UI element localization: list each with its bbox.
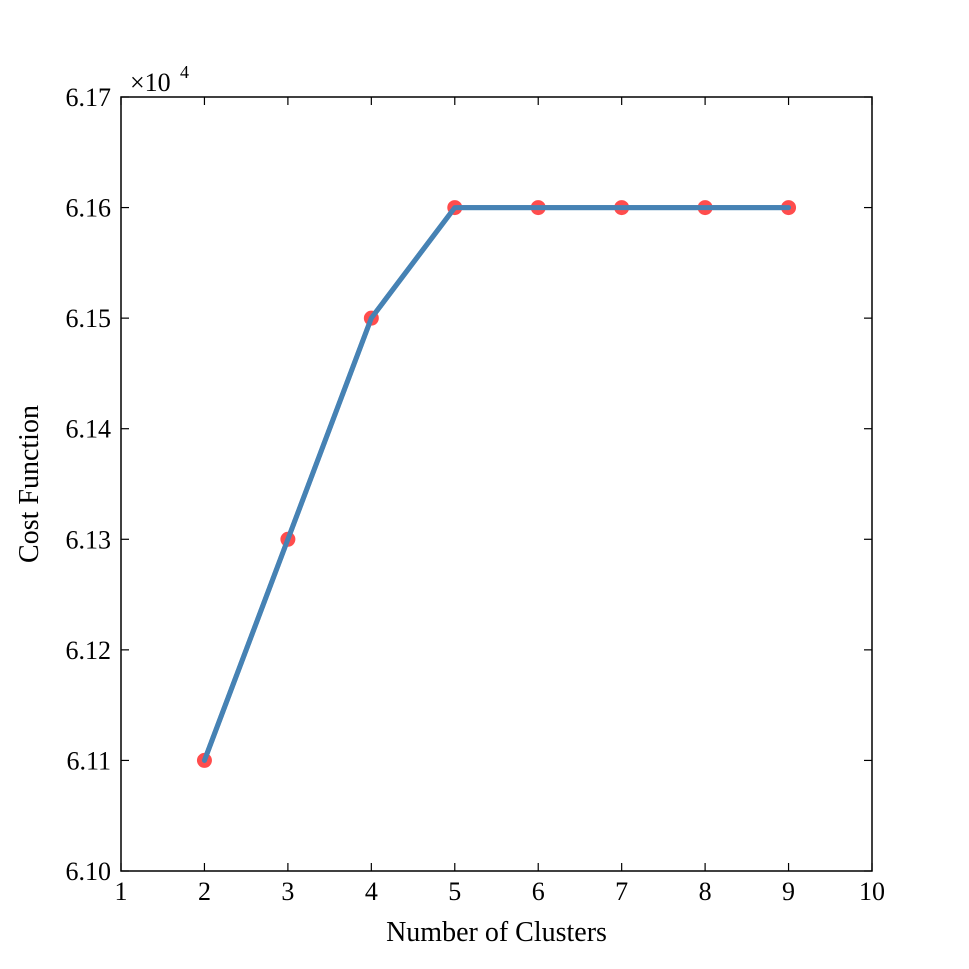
y-tick-label: 6.11	[66, 746, 111, 775]
y-axis-title: Cost Function	[14, 405, 45, 563]
x-tick-label: 8	[699, 877, 712, 906]
x-tick-label: 4	[365, 877, 378, 906]
series-line-overlay	[201, 205, 792, 763]
x-tick-label: 5	[448, 877, 461, 906]
x-tick-label: 9	[782, 877, 795, 906]
plot-frame	[120, 96, 873, 872]
y-tick-label: 6.12	[66, 636, 112, 665]
y-axis-multiplier: ×10	[130, 68, 171, 97]
x-tick-labels: 1 2 3 4 5 6 7 8 9 10	[115, 877, 886, 906]
x-tick-label: 2	[198, 877, 211, 906]
y-tick-label: 6.14	[66, 415, 112, 444]
plot-area	[121, 97, 872, 871]
x-tick-label: 10	[859, 877, 885, 906]
x-tick-label: 6	[532, 877, 545, 906]
y-tick-label: 6.16	[66, 194, 112, 223]
x-tick-label: 1	[115, 877, 128, 906]
y-tick-label: 6.15	[66, 304, 112, 333]
y-axis-multiplier-exponent: 4	[180, 62, 189, 82]
x-tick-label: 3	[281, 877, 294, 906]
tick-marks	[120, 96, 873, 872]
x-tick-label: 7	[615, 877, 628, 906]
y-tick-label: 6.10	[66, 857, 112, 886]
y-tick-label: 6.17	[66, 83, 112, 112]
y-tick-labels: 6.10 6.11 6.12 6.13 6.14 6.15 6.16 6.17	[66, 83, 112, 886]
y-tick-label: 6.13	[66, 525, 112, 554]
data-series	[196, 200, 797, 768]
x-axis-title: Number of Clusters	[386, 917, 607, 948]
